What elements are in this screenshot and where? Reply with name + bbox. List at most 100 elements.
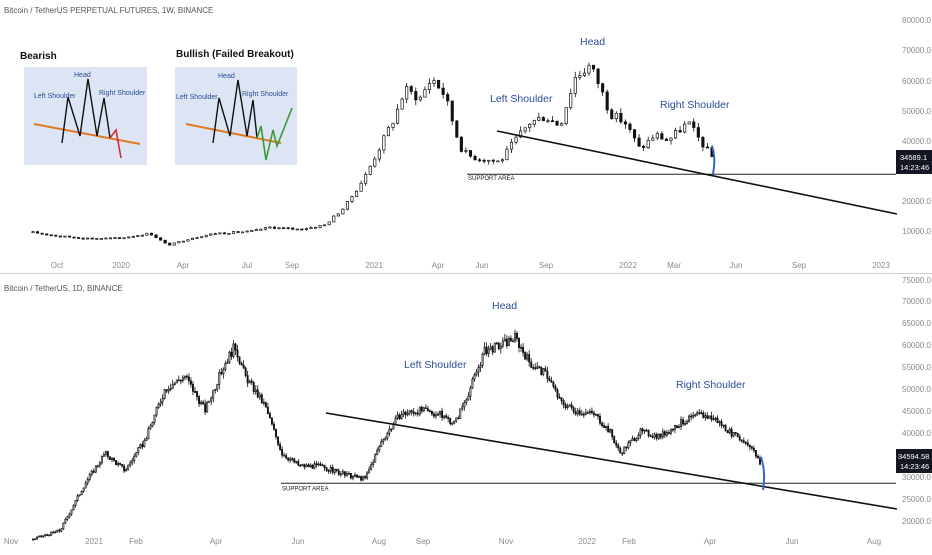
time-tick-label: Oct bbox=[51, 261, 64, 270]
candle-body bbox=[362, 476, 365, 481]
candle-body bbox=[722, 424, 725, 427]
candle-body bbox=[683, 123, 687, 133]
candle-body bbox=[140, 234, 144, 237]
candle-body bbox=[179, 379, 182, 382]
candle-body bbox=[345, 201, 349, 210]
candle-body bbox=[701, 136, 705, 148]
candle-body bbox=[453, 420, 456, 424]
candle-body bbox=[198, 396, 201, 405]
candle-body bbox=[252, 382, 255, 393]
candle-body bbox=[145, 232, 149, 236]
candle-body bbox=[303, 464, 306, 468]
candle-body bbox=[759, 457, 761, 465]
candle-body bbox=[694, 414, 697, 417]
candle-body bbox=[250, 230, 254, 232]
candle-body bbox=[117, 462, 120, 465]
inset-bearish-title: Bearish bbox=[20, 51, 57, 62]
candle-body bbox=[643, 429, 646, 432]
candle-body bbox=[555, 120, 559, 126]
candle-body bbox=[50, 531, 53, 536]
candle-body bbox=[688, 415, 691, 423]
candle-body bbox=[323, 464, 326, 469]
candle-body bbox=[607, 425, 610, 433]
daily-candles bbox=[32, 329, 761, 541]
candle-body bbox=[311, 464, 314, 469]
candle-body bbox=[538, 366, 541, 369]
candle-body bbox=[560, 123, 564, 126]
candle-body bbox=[628, 123, 632, 130]
candle-body bbox=[523, 127, 527, 132]
candle-body bbox=[183, 375, 186, 379]
candle-body bbox=[82, 487, 85, 492]
candle-body bbox=[195, 237, 199, 239]
candle-body bbox=[133, 455, 136, 461]
candle-body bbox=[286, 227, 290, 230]
candle-body bbox=[700, 412, 703, 415]
daily-head-label: Head bbox=[492, 300, 517, 312]
candle-body bbox=[177, 379, 180, 382]
candle-body bbox=[40, 232, 44, 235]
candle-body bbox=[495, 342, 498, 345]
candle-body bbox=[406, 412, 409, 416]
candle-body bbox=[46, 534, 49, 536]
candle-body bbox=[637, 434, 640, 439]
candle-body bbox=[631, 438, 634, 441]
inset-bullish-pattern bbox=[212, 79, 258, 144]
candle-body bbox=[66, 516, 69, 520]
candle-body bbox=[277, 436, 279, 445]
candle-body bbox=[161, 398, 164, 403]
candle-body bbox=[241, 231, 245, 234]
candle-body bbox=[177, 241, 181, 244]
candle-body bbox=[145, 438, 148, 441]
candle-body bbox=[169, 387, 172, 390]
candle-body bbox=[96, 464, 99, 467]
candle-body bbox=[200, 236, 204, 239]
candle-body bbox=[614, 112, 618, 120]
weekly-chart[interactable]: Bitcoin / TetherUS PERPETUAL FUTURES, 1W… bbox=[0, 6, 932, 274]
time-tick-label: 2022 bbox=[619, 261, 637, 270]
candle-body bbox=[118, 237, 122, 239]
candle-body bbox=[597, 414, 599, 417]
candle-body bbox=[692, 415, 695, 418]
candle-body bbox=[439, 410, 441, 415]
time-tick-label: Sep bbox=[792, 261, 807, 270]
price-tick-label: 55000.0 bbox=[902, 363, 931, 372]
price-tick-label: 45000.0 bbox=[902, 407, 931, 416]
candle-body bbox=[526, 354, 529, 360]
candle-body bbox=[40, 535, 43, 538]
candle-body bbox=[234, 343, 237, 351]
candle-body bbox=[649, 435, 652, 437]
candle-body bbox=[352, 475, 354, 479]
candle-body bbox=[248, 380, 251, 384]
price-tick-label: 30000.0 bbox=[902, 473, 931, 482]
candle-body bbox=[98, 462, 101, 466]
candle-body bbox=[720, 421, 723, 426]
candle-body bbox=[556, 389, 559, 398]
inset-bearish-right-shoulder: Right Shoulder bbox=[99, 90, 146, 97]
candle-body bbox=[609, 429, 612, 433]
candle-body bbox=[669, 428, 672, 434]
candle-body bbox=[663, 431, 666, 436]
candle-body bbox=[232, 343, 235, 357]
candle-body bbox=[165, 389, 168, 392]
candle-body bbox=[651, 436, 654, 438]
candle-body bbox=[104, 451, 107, 455]
candle-body bbox=[218, 372, 221, 386]
candle-body bbox=[684, 423, 687, 425]
candle-body bbox=[497, 342, 500, 349]
candle-body bbox=[422, 407, 425, 412]
daily-chart[interactable]: Bitcoin / TetherUS, 1D, BINANCE SUPPORT … bbox=[4, 276, 932, 546]
candle-body bbox=[582, 413, 585, 416]
candle-body bbox=[204, 234, 208, 238]
weekly-right-shoulder-label: Right Shoulder bbox=[660, 99, 730, 111]
candle-body bbox=[566, 405, 569, 408]
candle-body bbox=[190, 237, 195, 241]
candle-body bbox=[58, 529, 61, 532]
candle-body bbox=[655, 133, 659, 139]
candle-body bbox=[619, 112, 623, 123]
candle-body bbox=[518, 338, 520, 348]
candle-body bbox=[259, 228, 263, 231]
candle-body bbox=[605, 91, 609, 111]
